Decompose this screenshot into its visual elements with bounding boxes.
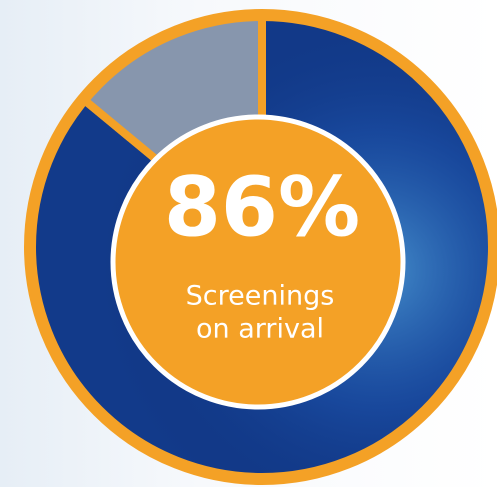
center-circle bbox=[110, 114, 406, 410]
value-label: 86% bbox=[164, 160, 360, 255]
center-label: Screenings bbox=[186, 281, 335, 312]
outer-ring bbox=[24, 9, 497, 485]
center-label: on arrival bbox=[196, 314, 324, 345]
